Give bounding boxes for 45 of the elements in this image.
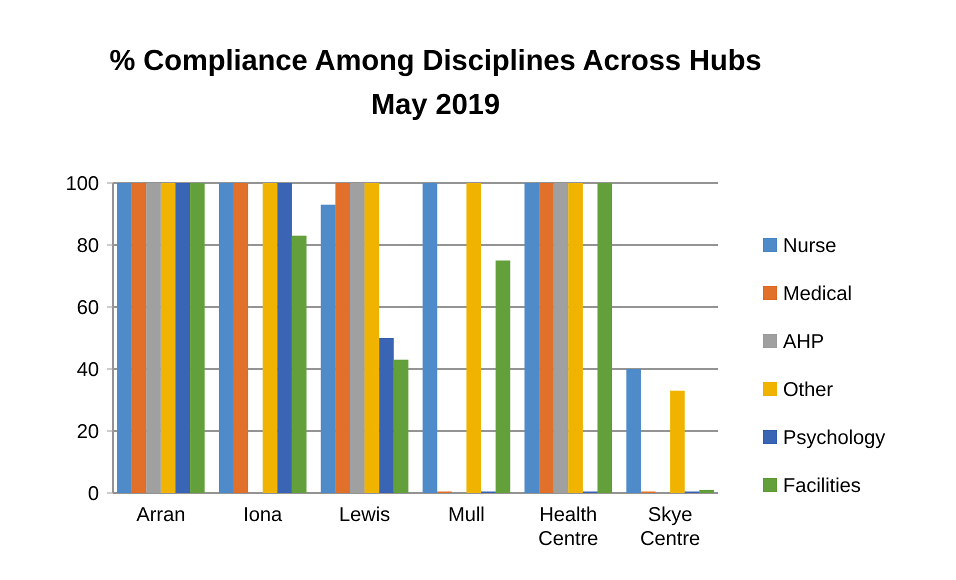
bar <box>539 183 554 493</box>
bar <box>568 183 583 493</box>
x-tick-label: Skye Centre <box>640 504 700 550</box>
chart-title: % Compliance Among Disciplines Across Hubs <box>109 45 762 77</box>
bar <box>670 390 685 493</box>
chart-subtitle: May 2019 <box>371 89 500 121</box>
bar <box>335 183 350 493</box>
bar <box>262 183 278 493</box>
legend-label: Nurse <box>783 235 836 257</box>
bar <box>626 369 641 493</box>
x-tick-label: Lewis <box>339 504 390 526</box>
bar <box>597 183 612 493</box>
bar <box>190 183 205 493</box>
bar <box>292 236 307 493</box>
bar <box>175 183 190 493</box>
y-tick-label: 0 <box>88 483 99 505</box>
bar <box>496 260 510 493</box>
y-tick-label: 60 <box>76 297 99 319</box>
bar <box>422 183 438 493</box>
bar <box>320 204 336 493</box>
x-tick-label: Health Centre <box>538 504 598 550</box>
y-tick-label: 100 <box>66 173 99 195</box>
bar <box>379 338 394 493</box>
bar <box>234 183 248 493</box>
bar <box>699 490 714 493</box>
bar <box>364 183 380 493</box>
legend-label: Facilities <box>783 475 861 497</box>
y-tick-label: 80 <box>76 235 99 257</box>
legend-label: Other <box>783 379 834 401</box>
bar <box>524 183 540 493</box>
legend-label: Medical <box>783 283 852 305</box>
bar <box>394 360 408 493</box>
legend-label: AHP <box>783 331 824 353</box>
y-tick-label: 40 <box>76 359 99 381</box>
x-tick-label: Iona <box>243 504 284 526</box>
bar <box>160 183 176 493</box>
bar <box>277 183 292 493</box>
bar <box>117 183 132 493</box>
legend-label: Psychology <box>783 427 886 449</box>
x-tick-label: Mull <box>448 504 485 526</box>
bar <box>466 183 482 493</box>
y-tick-label: 20 <box>76 421 99 443</box>
bar <box>218 183 234 493</box>
x-tick-label: Arran <box>136 504 186 526</box>
bar <box>132 183 146 493</box>
